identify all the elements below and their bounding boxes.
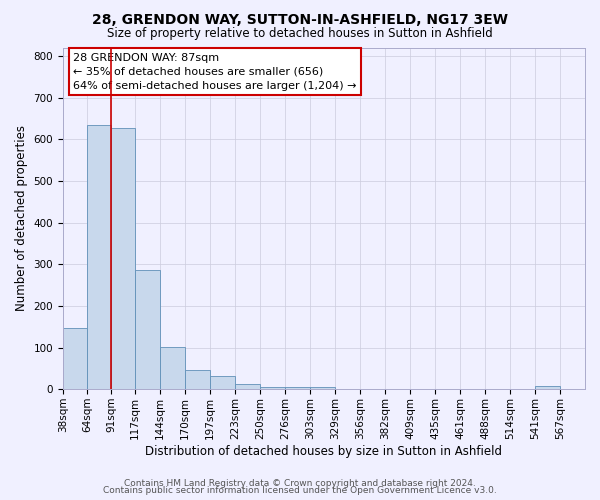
Text: Contains HM Land Registry data © Crown copyright and database right 2024.: Contains HM Land Registry data © Crown c… [124, 478, 476, 488]
Bar [63, 328, 86, 389]
Bar [285, 387, 310, 389]
Y-axis label: Number of detached properties: Number of detached properties [15, 126, 28, 312]
Bar [87, 125, 110, 389]
Bar [235, 384, 260, 389]
X-axis label: Distribution of detached houses by size in Sutton in Ashfield: Distribution of detached houses by size … [145, 444, 502, 458]
Bar [535, 386, 560, 389]
Text: 28, GRENDON WAY, SUTTON-IN-ASHFIELD, NG17 3EW: 28, GRENDON WAY, SUTTON-IN-ASHFIELD, NG1… [92, 12, 508, 26]
Text: 28 GRENDON WAY: 87sqm
← 35% of detached houses are smaller (656)
64% of semi-det: 28 GRENDON WAY: 87sqm ← 35% of detached … [73, 52, 357, 90]
Bar [135, 270, 160, 389]
Bar [160, 347, 185, 389]
Bar [210, 376, 235, 389]
Bar [260, 387, 284, 389]
Bar [111, 128, 134, 389]
Bar [185, 370, 209, 389]
Bar [310, 387, 335, 389]
Text: Size of property relative to detached houses in Sutton in Ashfield: Size of property relative to detached ho… [107, 28, 493, 40]
Text: Contains public sector information licensed under the Open Government Licence v3: Contains public sector information licen… [103, 486, 497, 495]
